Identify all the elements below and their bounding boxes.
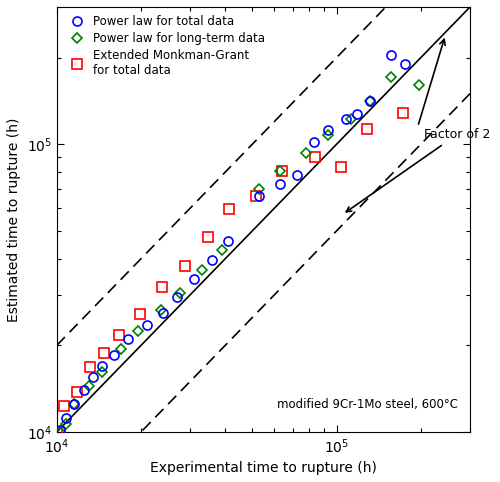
Legend: Power law for total data, Power law for long-term data, Extended Monkman-Grant
f: Power law for total data, Power law for … [62,13,268,80]
Y-axis label: Estimated time to rupture (h): Estimated time to rupture (h) [7,117,21,321]
X-axis label: Experimental time to rupture (h): Experimental time to rupture (h) [150,461,377,475]
Text: Factor of 2: Factor of 2 [346,128,490,212]
Text: modified 9Cr-1Mo steel, 600°C: modified 9Cr-1Mo steel, 600°C [276,398,458,411]
